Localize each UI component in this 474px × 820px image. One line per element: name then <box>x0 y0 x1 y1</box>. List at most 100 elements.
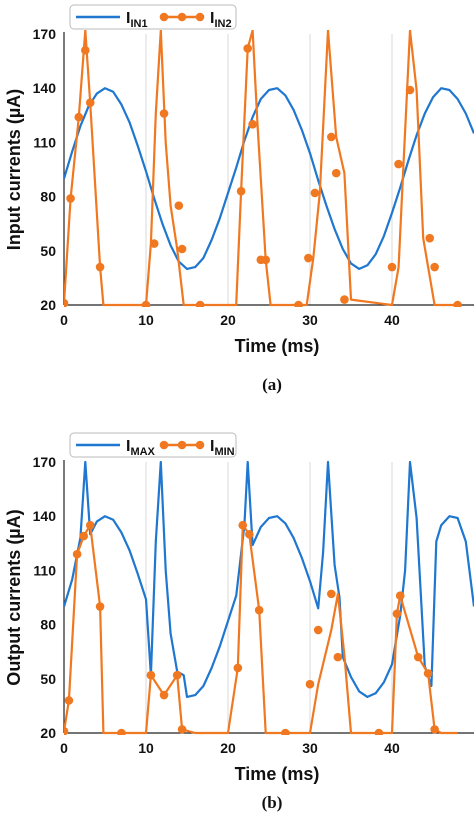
data-point-in2 <box>405 85 415 95</box>
x-axis-title: Time (ms) <box>235 764 320 784</box>
data-point-in2 <box>261 255 271 265</box>
data-point-in2 <box>174 201 184 210</box>
data-point-in2 <box>394 159 403 169</box>
legend-marker <box>177 12 187 22</box>
y-tick-label: 80 <box>40 617 56 633</box>
data-point-in2 <box>453 300 462 307</box>
data-point-in2 <box>387 262 397 272</box>
data-point-min <box>327 589 336 599</box>
x-tick-label: 40 <box>384 740 400 756</box>
x-tick-label: 0 <box>60 740 68 756</box>
legend-marker <box>159 12 169 22</box>
legend-label-max: IMAX <box>126 438 156 458</box>
legend-label-main: I <box>210 10 214 27</box>
data-point-min <box>374 728 384 735</box>
y-tick-label: 20 <box>40 297 56 313</box>
data-point-in2 <box>177 244 187 254</box>
data-point-min <box>392 609 402 619</box>
legend: IMAX IMIN <box>69 432 237 458</box>
legend-box <box>69 432 237 458</box>
data-point-in2 <box>81 45 90 55</box>
data-point-min <box>79 531 88 541</box>
y-tick-label: 170 <box>33 454 57 470</box>
y-tick-label: 110 <box>33 562 56 578</box>
data-point-in2 <box>310 188 320 198</box>
y-tick-label: 140 <box>33 508 57 524</box>
x-axis-title: Time (ms) <box>235 336 320 356</box>
series-line-max <box>64 460 474 698</box>
data-point-in2 <box>331 168 341 178</box>
data-point-min <box>172 670 182 680</box>
data-point-min <box>254 605 264 615</box>
x-tick-label: 0 <box>60 312 68 328</box>
data-point-in2 <box>159 109 169 118</box>
panel-caption: (b) <box>262 793 283 812</box>
data-point-min <box>305 679 315 689</box>
data-point-in2 <box>294 300 303 307</box>
data-point-min <box>430 725 439 734</box>
legend-marker <box>159 440 169 450</box>
data-point-in2 <box>425 233 435 243</box>
data-point-min <box>333 652 343 662</box>
legend-marker <box>195 12 205 22</box>
x-tick-label: 10 <box>138 312 154 328</box>
y-axis-title: Output currents (µA) <box>4 509 24 685</box>
data-point-in2 <box>430 262 439 272</box>
legend-marker <box>195 440 205 450</box>
data-point-min <box>72 549 82 559</box>
data-point-min <box>423 669 433 678</box>
y-tick-label: 140 <box>33 80 57 96</box>
legend-label-in1: IIN1 <box>126 10 148 30</box>
legend-label-main: I <box>126 438 130 455</box>
chart-panel-2: 20 50 80 110 140 170 0 10 20 30 40 Time (ms) Output … <box>4 432 474 812</box>
data-point-in2 <box>248 120 257 129</box>
legend-marker <box>177 440 187 450</box>
data-point-in2 <box>95 262 105 272</box>
x-tick-label: 20 <box>220 740 236 756</box>
data-point-min <box>85 520 95 530</box>
data-point-min <box>245 529 254 539</box>
data-point-min <box>159 690 169 700</box>
data-point-min <box>281 728 290 735</box>
data-point-in2 <box>195 300 205 307</box>
x-tick-label: 30 <box>302 312 318 328</box>
series-in2 <box>64 30 462 307</box>
data-point-min <box>64 696 74 705</box>
data-point-min <box>313 625 323 635</box>
series-line-in2 <box>64 30 458 307</box>
y-tick-label: 170 <box>33 26 57 42</box>
data-point-in2 <box>236 186 246 196</box>
data-point-in2 <box>149 239 159 248</box>
data-point-min <box>238 520 248 530</box>
series-min <box>64 520 458 735</box>
y-axis-title: Input currents (µA) <box>4 89 24 250</box>
legend-label-in2: IIN2 <box>210 10 232 30</box>
series-in1 <box>64 87 474 270</box>
panel-caption: (a) <box>262 375 282 394</box>
data-point-min <box>64 726 69 735</box>
data-point-in2 <box>85 98 95 107</box>
series-line-in1 <box>64 87 474 270</box>
legend-label-subscript: IN1 <box>130 18 147 30</box>
x-tick-label: 10 <box>138 740 154 756</box>
legend-label-subscript: IN2 <box>214 18 231 30</box>
data-point-min <box>95 602 105 611</box>
y-tick-label: 110 <box>33 134 56 150</box>
legend-label-main: I <box>210 438 214 455</box>
data-point-min <box>233 663 243 673</box>
y-tick-label: 50 <box>40 243 56 259</box>
y-tick-label: 20 <box>40 725 56 741</box>
legend-label-min: IMIN <box>210 438 235 458</box>
legend-label-subscript: MAX <box>130 446 155 458</box>
legend: IIN1 IIN2 <box>69 4 237 30</box>
legend-label-subscript: MIN <box>214 446 234 458</box>
data-point-in2 <box>141 300 151 307</box>
data-point-in2 <box>304 253 313 263</box>
x-tick-label: 40 <box>384 312 400 328</box>
data-point-min <box>413 652 423 662</box>
legend-label-main: I <box>126 10 130 27</box>
data-point-in2 <box>66 194 75 203</box>
y-tick-label: 80 <box>40 189 56 205</box>
x-tick-label: 30 <box>302 740 318 756</box>
